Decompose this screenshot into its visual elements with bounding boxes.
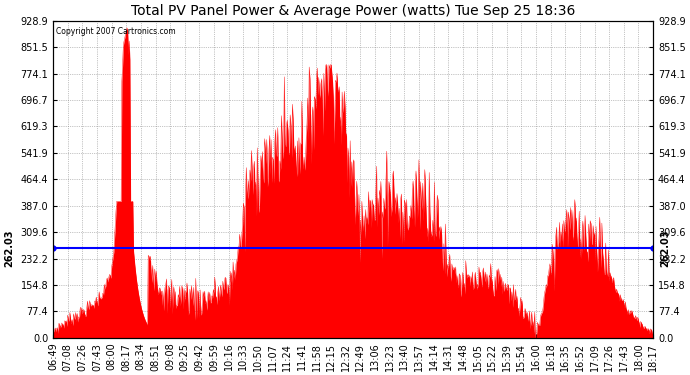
Title: Total PV Panel Power & Average Power (watts) Tue Sep 25 18:36: Total PV Panel Power & Average Power (wa… — [131, 4, 575, 18]
Text: Copyright 2007 Cartronics.com: Copyright 2007 Cartronics.com — [56, 27, 176, 36]
Text: 262.03: 262.03 — [4, 230, 14, 267]
Text: 262.03: 262.03 — [660, 230, 670, 267]
